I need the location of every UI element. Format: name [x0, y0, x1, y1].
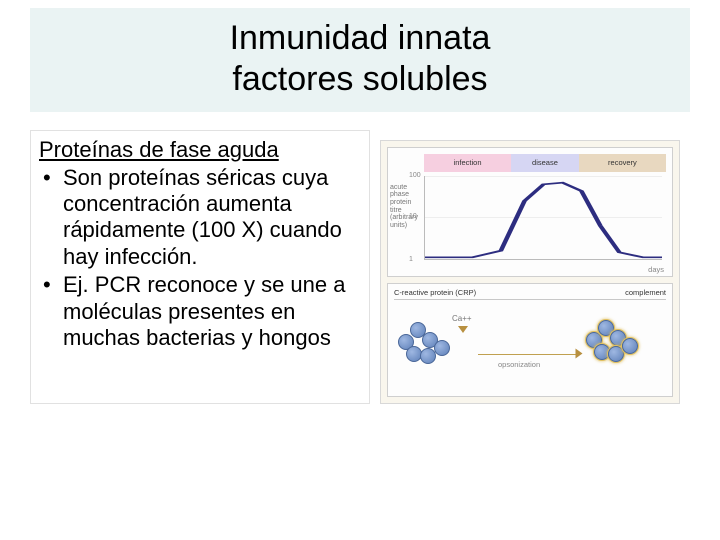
phase-disease: disease	[511, 154, 579, 172]
bullet-2: Ej. PCR reconoce y se une a moléculas pr…	[39, 272, 359, 351]
slide-title: Inmunidad innata factores solubles	[50, 18, 670, 100]
phase-infection: infection	[424, 154, 511, 172]
slide: Inmunidad innata factores solubles Prote…	[0, 0, 720, 540]
title-line-1: Inmunidad innata	[230, 19, 491, 57]
ytick-1: 1	[409, 256, 413, 263]
titre-curve	[425, 176, 662, 259]
diagram-body: Ca++ opsonization	[388, 300, 672, 386]
phase-recovery: recovery	[579, 154, 666, 172]
opsonization-diagram: C-reactive protein (CRP) complement	[387, 283, 673, 397]
arrow-right-icon	[576, 348, 583, 358]
phase-bar: infection disease recovery	[424, 154, 666, 172]
crp-label: C-reactive protein (CRP)	[394, 288, 625, 297]
ytick-100: 100	[409, 172, 421, 179]
content-row: Proteínas de fase aguda Son proteínas sé…	[30, 130, 690, 404]
arrow-down-icon	[458, 326, 468, 333]
ytick-10: 10	[409, 213, 417, 220]
diagram-labels: C-reactive protein (CRP) complement	[388, 284, 672, 299]
acute-phase-chart: infection disease recovery acute phase p…	[387, 147, 673, 277]
x-axis-label: days	[648, 265, 664, 274]
y-axis-label: acute phase protein titre (arbitrary uni…	[390, 184, 420, 230]
complement-label: complement	[625, 288, 666, 297]
text-column: Proteínas de fase aguda Son proteínas sé…	[30, 130, 370, 404]
connector-line	[478, 354, 578, 355]
ca-label: Ca++	[452, 314, 472, 323]
opsonization-label: opsonization	[498, 360, 540, 369]
bullet-1: Son proteínas séricas cuya concentración…	[39, 165, 359, 271]
title-line-2: factores solubles	[232, 60, 487, 98]
figure-column: infection disease recovery acute phase p…	[380, 130, 680, 404]
title-block: Inmunidad innata factores solubles	[30, 8, 690, 112]
section-heading: Proteínas de fase aguda	[39, 137, 359, 163]
plot-area: 100 10 1	[424, 176, 662, 260]
figure-container: infection disease recovery acute phase p…	[380, 140, 680, 404]
